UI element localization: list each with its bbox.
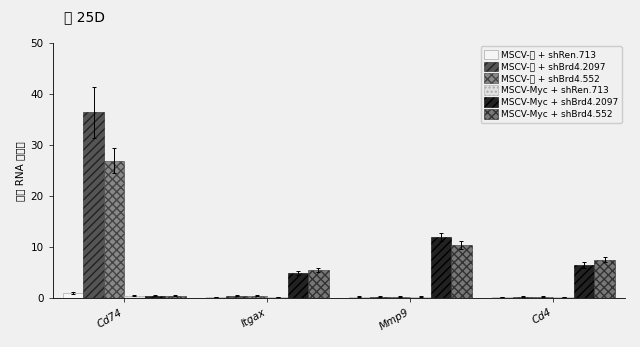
Bar <box>595 260 615 298</box>
Bar <box>513 297 533 298</box>
Bar <box>165 296 186 298</box>
Bar <box>369 297 390 298</box>
Bar <box>227 296 247 298</box>
Bar <box>206 297 227 298</box>
Bar <box>390 297 410 298</box>
Bar <box>104 161 124 298</box>
Bar <box>145 296 165 298</box>
Bar <box>247 296 268 298</box>
Bar <box>533 297 554 298</box>
Bar <box>83 112 104 298</box>
Bar <box>288 273 308 298</box>
Bar <box>63 293 83 298</box>
Bar <box>451 245 472 298</box>
Bar <box>574 265 595 298</box>
Bar <box>431 237 451 298</box>
Legend: MSCV-空 + shRen.713, MSCV-空 + shBrd4.2097, MSCV-空 + shBrd4.552, MSCV-Myc + shRen.: MSCV-空 + shRen.713, MSCV-空 + shBrd4.2097… <box>481 46 622 122</box>
Bar <box>308 270 328 298</box>
Text: 図 25D: 図 25D <box>64 10 105 24</box>
Bar <box>349 297 369 298</box>
Bar <box>410 297 431 298</box>
Bar <box>124 296 145 298</box>
Bar <box>492 297 513 298</box>
Bar <box>268 297 288 298</box>
Bar <box>554 297 574 298</box>
Y-axis label: 相対 RNA レベル: 相対 RNA レベル <box>15 141 25 201</box>
